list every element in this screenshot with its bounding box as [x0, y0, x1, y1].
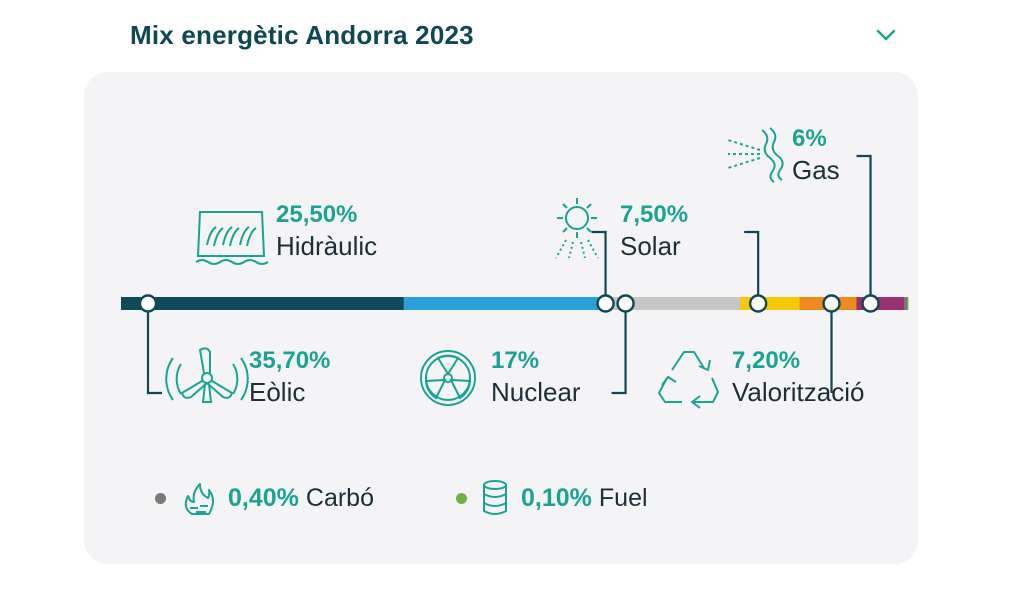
marker-eolic: [138, 294, 158, 313]
name-label-eolic: Eòlic: [249, 377, 305, 407]
percent-label-eolic: 35,70%: [249, 347, 330, 374]
connector-gas: [856, 154, 872, 304]
fuel-barrel-icon: [483, 480, 507, 515]
marker-gas: [861, 294, 880, 313]
name-label-valoritzacio: Valorització: [732, 377, 864, 407]
hydro-dam-icon: [195, 211, 269, 265]
wind-turbine-icon: [165, 347, 249, 403]
connector-eolic: [146, 303, 162, 395]
name-label-solar: Solar: [620, 231, 681, 261]
carbo-dot: [155, 492, 166, 504]
bar-segment-hidraulic: [403, 297, 606, 310]
marker-valoritzacio: [822, 294, 841, 313]
percent-label-nuclear: 17%: [491, 347, 539, 374]
carbo-name: Carbó: [305, 483, 374, 512]
carbo-percent: 0,40%: [228, 483, 299, 512]
connector-nuclear: [611, 303, 627, 395]
name-label-gas: Gas: [792, 155, 840, 185]
legend-item-fuel: 0,10% Fuel: [456, 480, 648, 516]
sun-icon: [555, 198, 599, 259]
percent-label-solar: 7,50%: [620, 201, 688, 228]
marker-solar: [748, 294, 768, 313]
bar-segment-eolic: [121, 297, 405, 310]
fire-icon: [184, 483, 214, 515]
fuel-name: Fuel: [598, 483, 648, 512]
fuel-dot: [456, 492, 467, 504]
marker-nuclear: [616, 294, 635, 313]
marker-hidraulic: [596, 294, 615, 313]
nuclear-icon: [420, 350, 476, 406]
connector-solar: [744, 230, 760, 304]
page-title: Mix energètic Andorra 2023: [130, 20, 474, 50]
percent-label-gas: 6%: [792, 125, 827, 152]
legend-item-carbo: 0,40% Carbó: [155, 480, 374, 516]
name-label-hidraulic: Hidràulic: [276, 231, 377, 261]
bar-segment-carbo: [904, 297, 908, 310]
connector-hidraulic: [591, 230, 607, 304]
chevron-down-icon[interactable]: [873, 24, 899, 46]
name-label-nuclear: Nuclear: [491, 377, 581, 407]
bar-segment-nuclear: [605, 297, 741, 310]
bar-segment-fuel: [907, 297, 909, 310]
percent-label-hidraulic: 25,50%: [276, 201, 357, 228]
recycle-icon: [658, 351, 719, 409]
gas-icon: [727, 127, 784, 183]
percent-label-valoritzacio: 7,20%: [732, 347, 800, 374]
fuel-percent: 0,10%: [521, 483, 592, 512]
